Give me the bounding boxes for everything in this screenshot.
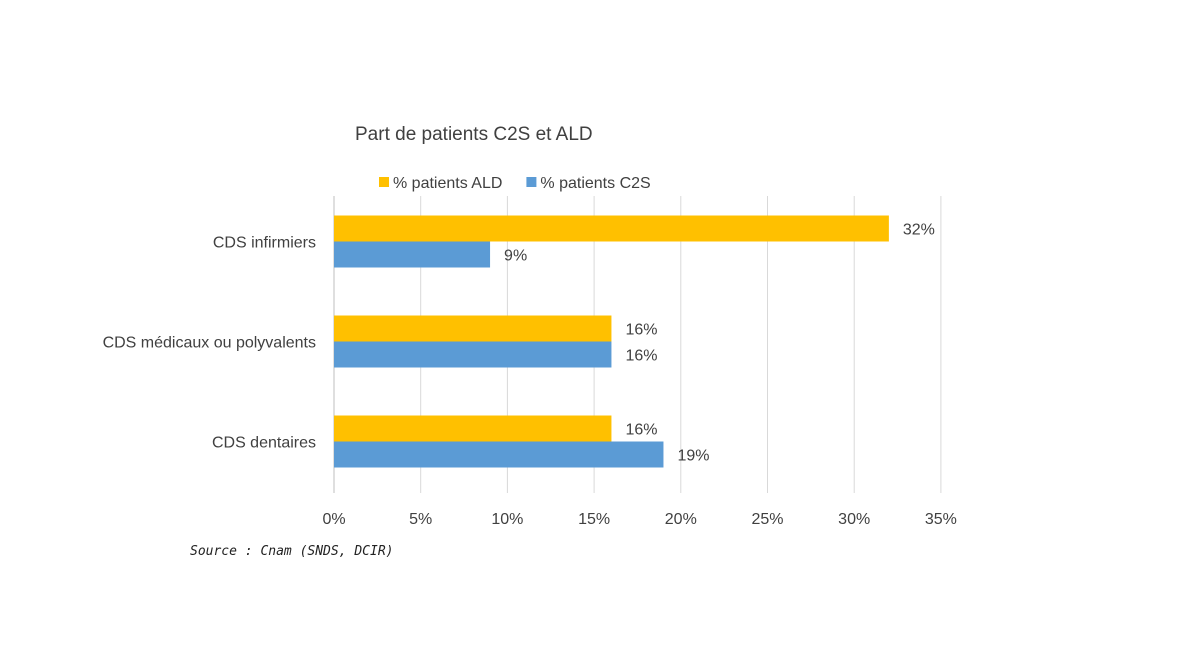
source-note: Source : Cnam (SNDS, DCIR)	[190, 544, 394, 559]
legend-label: % patients ALD	[393, 175, 502, 192]
x-tick-label: 15%	[578, 511, 610, 528]
x-tick-label: 0%	[322, 511, 345, 528]
data-label: 9%	[504, 248, 527, 265]
legend-swatch	[379, 177, 389, 187]
legend: % patients ALD % patients C2S	[379, 175, 651, 192]
bar	[334, 415, 612, 442]
bars: 32% 9% 16% 16% 16% 19%	[334, 215, 935, 468]
data-label: 16%	[625, 422, 657, 439]
data-label: 16%	[625, 348, 657, 365]
bar	[334, 215, 889, 242]
legend-swatch	[526, 177, 537, 187]
category-label: CDS infirmiers	[213, 235, 316, 252]
x-tick-label: 10%	[491, 511, 523, 528]
chart-title: Part de patients C2S et ALD	[355, 124, 593, 145]
x-tick-label: 35%	[925, 511, 957, 528]
data-label: 19%	[677, 448, 709, 465]
data-label: 16%	[625, 322, 657, 339]
bar	[334, 441, 664, 468]
x-tick-label: 30%	[838, 511, 870, 528]
category-label: CDS médicaux ou polyvalents	[103, 335, 316, 352]
category-labels: CDS infirmiers CDS médicaux ou polyvalent…	[103, 235, 316, 452]
x-axis: 0% 5% 10% 15% 20% 25% 30% 35%	[322, 511, 956, 528]
bar	[334, 341, 612, 368]
x-tick-label: 5%	[409, 511, 432, 528]
data-label: 32%	[903, 222, 935, 239]
bar	[334, 241, 491, 268]
legend-label: % patients C2S	[540, 175, 650, 192]
x-tick-label: 25%	[751, 511, 783, 528]
category-label: CDS dentaires	[212, 435, 316, 452]
bar	[334, 315, 612, 342]
x-tick-label: 20%	[665, 511, 697, 528]
